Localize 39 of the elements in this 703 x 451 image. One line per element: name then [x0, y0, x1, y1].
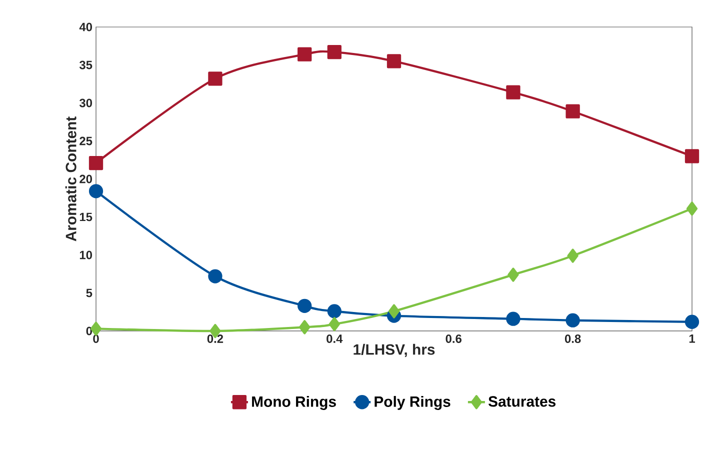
point [88, 156, 104, 170]
y-tick-label: 30 [79, 98, 92, 108]
point [684, 149, 700, 164]
y-tick-label: 5 [86, 288, 92, 298]
point [298, 47, 312, 62]
point [506, 312, 520, 326]
point [388, 304, 400, 318]
point [506, 85, 520, 100]
point [208, 72, 222, 86]
legend-label: Mono Rings [252, 396, 336, 410]
point [328, 317, 340, 332]
x-tick-label: 0.4 [326, 334, 343, 343]
point [298, 298, 312, 313]
x-tick-label: 0.2 [207, 334, 224, 343]
x-axis-title: 1/LHSV, hrs [354, 344, 435, 357]
point [684, 314, 700, 329]
x-tick-label: 0.8 [564, 334, 581, 343]
point [686, 202, 698, 216]
point [327, 44, 342, 60]
point [566, 313, 580, 328]
y-tick-label: 10 [80, 250, 92, 260]
y-tick-label: 20 [80, 174, 92, 184]
point [567, 248, 578, 263]
legend-label: Saturates [488, 396, 556, 407]
point [327, 304, 342, 318]
y-tick-label: 40 [79, 22, 92, 32]
point [299, 320, 310, 334]
y-tick-label: 35 [79, 60, 92, 70]
point [208, 269, 222, 284]
y-tick-label: 25 [80, 136, 92, 146]
x-tick-label: 0.6 [446, 334, 462, 343]
y-tick-label: 15 [80, 212, 92, 222]
point [88, 184, 104, 198]
point [566, 104, 580, 118]
y-axis-title: Aromatic Content [65, 116, 76, 242]
point [386, 54, 402, 68]
point [508, 268, 519, 282]
x-tick-label: 1 [689, 334, 695, 343]
legend-label: Poly Rings [374, 396, 450, 410]
